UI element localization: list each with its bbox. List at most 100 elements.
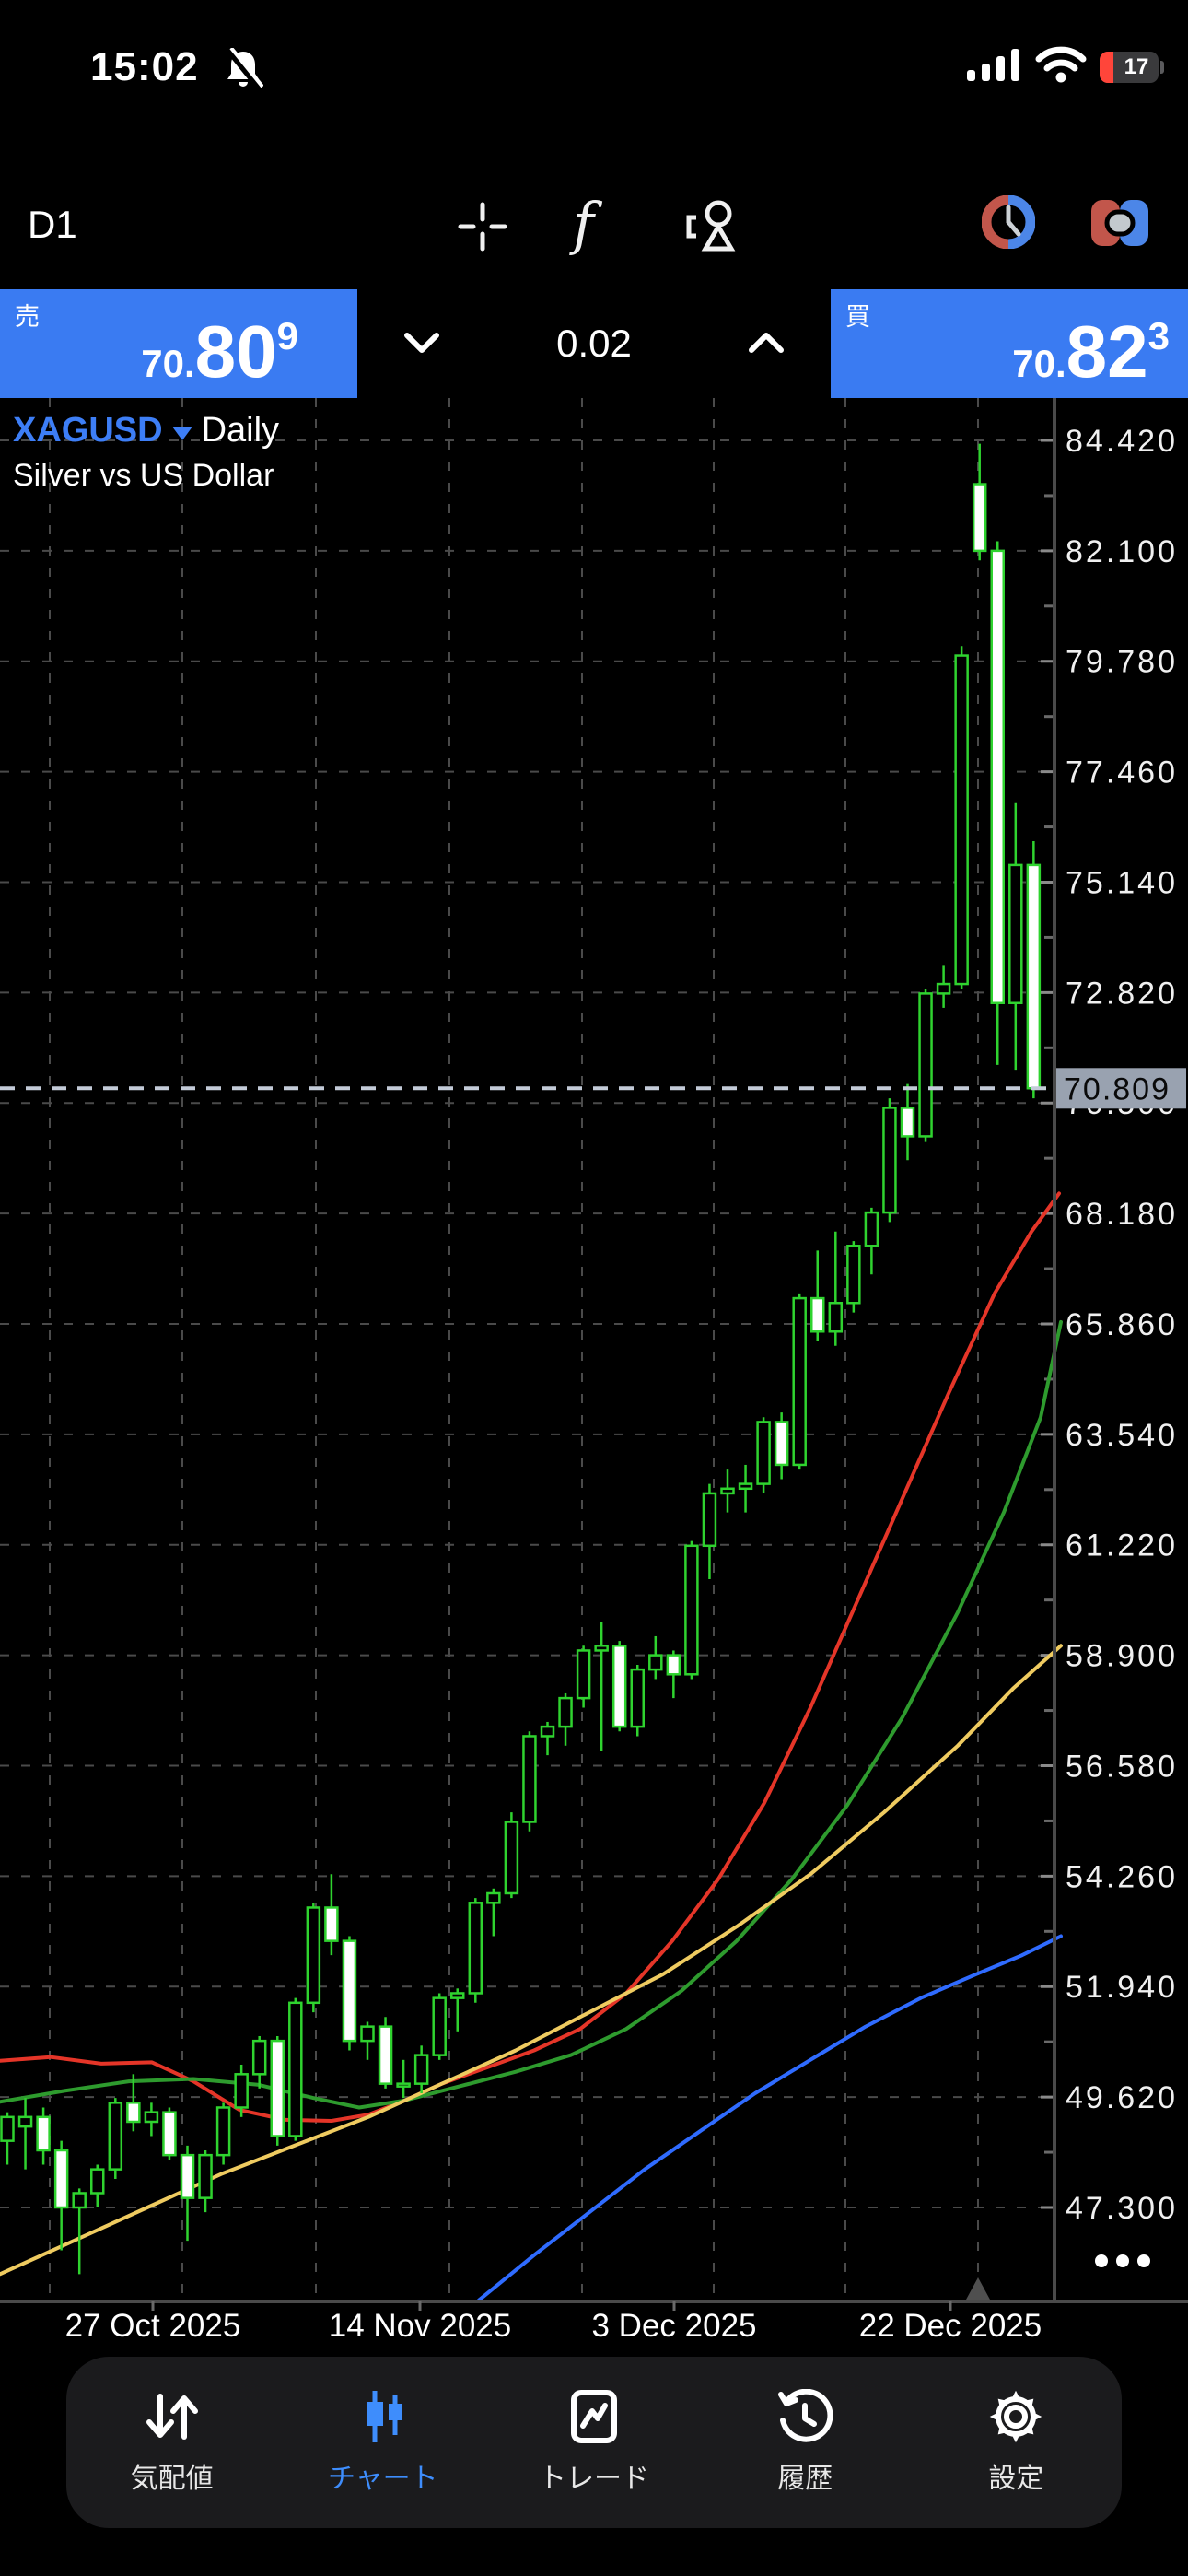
- sell-price-big: 80: [194, 310, 277, 392]
- candle-body: [198, 2153, 213, 2199]
- price-tick-label: 61.220: [1066, 1528, 1178, 1563]
- candle-body: [288, 2001, 303, 2137]
- more-dots-icon[interactable]: [1137, 2254, 1150, 2267]
- candle-body: [108, 2102, 123, 2171]
- symbol-description: Silver vs US Dollar: [13, 458, 274, 493]
- candle-body: [234, 2073, 249, 2109]
- tab-trade-label: トレード: [539, 2464, 649, 2494]
- chevron-up-icon[interactable]: [746, 328, 786, 360]
- candle-body: [504, 1821, 519, 1895]
- candle-body: [522, 1735, 537, 1823]
- price-tick-label: 82.100: [1066, 534, 1178, 569]
- candle-body: [684, 1544, 699, 1676]
- buy-price-sup: 3: [1147, 314, 1170, 357]
- candle-body: [846, 1245, 861, 1305]
- candle-body: [864, 1211, 879, 1247]
- candle-body: [702, 1492, 717, 1548]
- trading-sessions-icon[interactable]: [981, 194, 1036, 253]
- last-bar-marker-icon: [966, 2277, 990, 2300]
- candle-body: [126, 2102, 141, 2124]
- date-tick-label: 22 Dec 2025: [859, 2308, 1042, 2344]
- candle-body: [792, 1296, 807, 1467]
- price-tick-label: 51.940: [1066, 1970, 1178, 2005]
- buy-button[interactable]: 買 70. 82 3: [831, 289, 1188, 398]
- price-tick-label: 54.260: [1066, 1859, 1178, 1894]
- candle-body: [180, 2153, 195, 2199]
- tab-history-label: 履歴: [777, 2464, 833, 2494]
- price-tick-label: 68.180: [1066, 1197, 1178, 1232]
- battery-indicator: 17: [1100, 51, 1159, 83]
- candle-body: [576, 1649, 591, 1700]
- candle-body: [611, 1645, 627, 1728]
- sell-label: 売: [15, 303, 40, 331]
- candle-body: [774, 1421, 789, 1467]
- candle-body: [251, 2039, 267, 2076]
- sell-price-small: 70.: [141, 342, 195, 385]
- chevron-down-icon[interactable]: [402, 328, 442, 360]
- timeframe-button[interactable]: D1: [28, 203, 77, 246]
- candle-body: [756, 1421, 771, 1485]
- tab-quotes-label: 気配値: [130, 2464, 214, 2494]
- indicator-function-icon[interactable]: f: [573, 190, 594, 257]
- objects-icon[interactable]: [683, 197, 746, 261]
- symbol-name[interactable]: XAGUSD: [13, 411, 163, 450]
- candle-body: [72, 2192, 87, 2209]
- buy-price-small: 70.: [1012, 342, 1066, 385]
- candle-body: [990, 549, 1005, 1004]
- price-tick-label: 84.420: [1066, 424, 1178, 459]
- price-tick-label: 75.140: [1066, 865, 1178, 900]
- tab-settings[interactable]: 設定: [911, 2357, 1122, 2528]
- candle-body: [540, 1725, 555, 1738]
- tab-history[interactable]: 履歴: [700, 2357, 911, 2528]
- more-dots-icon[interactable]: [1116, 2254, 1129, 2267]
- price-chart[interactable]: 84.42082.10079.78077.46075.14072.82070.5…: [0, 398, 1188, 2360]
- candle-body: [324, 1906, 339, 1942]
- candle-body: [0, 2115, 15, 2142]
- sell-price-sup: 9: [276, 314, 298, 357]
- battery-low-fill: [1100, 51, 1113, 83]
- bottom-tab-bar: 気配値 チャート トレード: [66, 2357, 1122, 2528]
- tab-trade[interactable]: トレード: [488, 2357, 699, 2528]
- candle-body: [144, 2111, 159, 2124]
- candle-body: [954, 654, 969, 986]
- crosshair-icon[interactable]: [457, 197, 508, 261]
- price-tick-label: 47.300: [1066, 2191, 1178, 2226]
- cellular-signal-icon: [965, 46, 1022, 88]
- candle-body: [450, 1992, 465, 1999]
- status-bar: 15:02: [0, 37, 1188, 101]
- tab-chart[interactable]: チャート: [277, 2357, 488, 2528]
- candle-body: [900, 1107, 915, 1138]
- one-click-trading-icon[interactable]: [1090, 199, 1149, 252]
- period-label: Daily: [201, 411, 280, 450]
- ma-mid-green: [0, 1319, 1063, 2110]
- tab-settings-label: 設定: [988, 2464, 1044, 2494]
- price-tick-label: 63.540: [1066, 1418, 1178, 1453]
- candle-body: [413, 2054, 429, 2085]
- sell-button[interactable]: 売 70. 80 9: [0, 289, 357, 398]
- buy-label: 買: [845, 303, 870, 331]
- current-price-badge: [1055, 1068, 1186, 1109]
- date-tick-label: 27 Oct 2025: [65, 2308, 241, 2344]
- candle-body: [648, 1654, 663, 1671]
- notifications-muted-icon: [223, 46, 264, 97]
- candle-body: [936, 982, 951, 995]
- price-tick-label: 65.860: [1066, 1307, 1178, 1342]
- candle-body: [810, 1296, 825, 1333]
- candle-body: [882, 1107, 897, 1214]
- more-dots-icon[interactable]: [1095, 2254, 1108, 2267]
- price-tick-label: 77.460: [1066, 755, 1178, 790]
- quotes-arrows-icon: [144, 2389, 201, 2444]
- tab-quotes[interactable]: 気配値: [66, 2357, 277, 2528]
- price-tick-label: 72.820: [1066, 976, 1178, 1011]
- candle-body: [558, 1696, 573, 1728]
- chart-header: XAGUSD Daily Silver vs US Dollar: [13, 411, 279, 494]
- candle-body: [17, 2115, 33, 2128]
- candle-body: [53, 2149, 69, 2209]
- quote-panel: 売 70. 80 9 0.02 買 70. 82 3: [0, 289, 1188, 398]
- symbol-dropdown-icon[interactable]: [171, 427, 192, 440]
- candle-body: [666, 1654, 681, 1676]
- clock-time: 15:02: [90, 44, 199, 89]
- candle-body: [720, 1487, 735, 1495]
- settings-gear-icon: [988, 2389, 1043, 2444]
